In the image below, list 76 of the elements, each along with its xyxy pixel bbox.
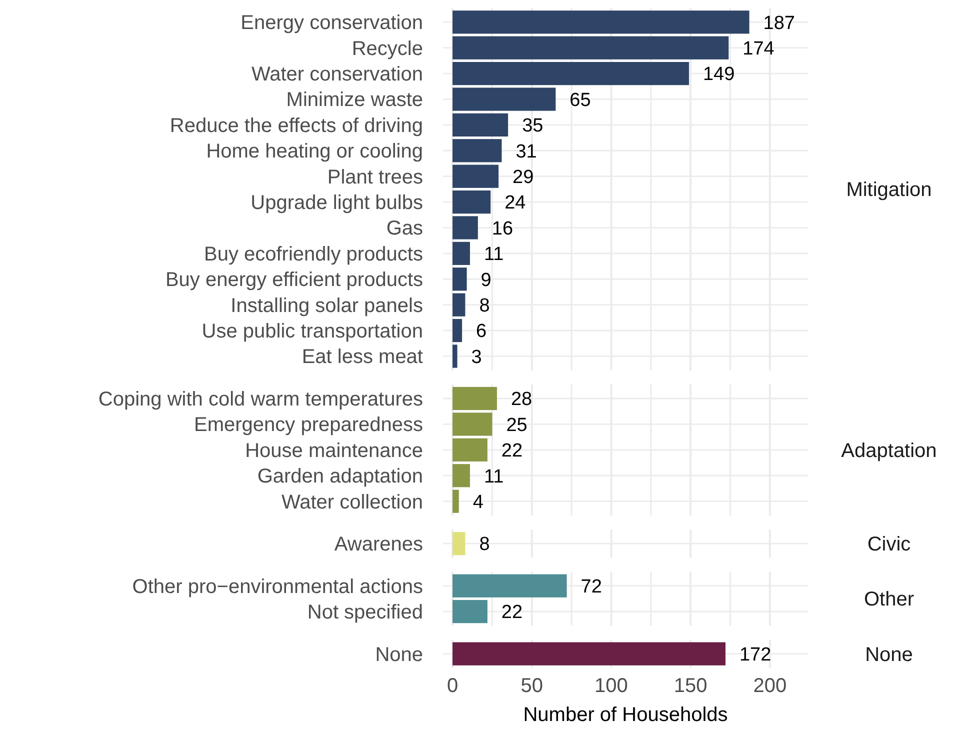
y-tick-label: Awarenes [334,534,423,556]
y-tick-label: Installing solar panels [230,294,423,317]
y-tick-label: Buy energy efficient products [165,269,423,292]
data-label: 11 [484,244,504,266]
y-tick-label: Not specified [307,602,423,624]
bar [452,10,750,34]
bar [452,268,467,291]
y-tick-label: Reduce the effects of driving [170,114,423,137]
text: Civic [867,534,911,556]
bar [452,464,470,488]
y-tick-label: House maintenance [245,440,423,462]
data-label: 72 [580,576,602,598]
data-label: 172 [739,644,772,666]
x-tick-label: 150 [674,674,708,697]
data-label: 25 [506,414,528,436]
y-tick-label: Water conservation [251,64,423,86]
y-tick-label: None [375,644,423,666]
bar [452,190,491,214]
data-label: 35 [522,116,544,137]
y-tick-label: Gas [386,218,423,240]
data-label: 22 [501,440,523,462]
bar [452,113,508,136]
bar [452,412,492,436]
bar [452,490,459,513]
data-label: 149 [702,64,735,86]
y-tick-label: Plant trees [327,166,423,188]
y-tick-label: Eat less meat [302,346,424,368]
data-label: 8 [479,534,490,556]
y-tick-label: Other pro−environmental actions [132,576,423,598]
bar [452,242,470,265]
y-tick-label: Emergency preparedness [194,414,423,436]
y-tick-label: Buy ecofriendly products [204,243,423,266]
data-label: 8 [479,295,490,316]
y-tick-label: Water collection [281,491,423,514]
bar [452,344,458,368]
data-label: 29 [512,166,534,188]
data-label: 4 [472,492,484,513]
y-tick-label: Coping with cold warm temperatures [98,388,423,411]
x-tick-label: 0 [446,674,458,697]
text: Mitigation [846,179,932,202]
data-label: 174 [742,38,775,60]
data-label: 24 [504,192,526,214]
x-tick-label: 100 [594,674,628,697]
data-label: 11 [484,466,504,488]
y-tick-label: Garden adaptation [257,466,423,488]
text: Other [864,588,914,611]
data-label: 9 [480,270,492,291]
data-label: 6 [476,321,487,342]
data-label: 187 [763,12,795,34]
y-tick-label: Use public transportation [202,320,423,343]
y-tick-label: Upgrade light bulbs [250,192,423,214]
bar [452,62,689,86]
y-tick-label: Energy conservation [240,12,423,34]
bar [452,386,497,410]
x-tick-label: 50 [520,674,543,697]
bar [452,36,729,60]
y-tick-label: Home heating or cooling [206,140,423,163]
bar [452,139,502,162]
bar [452,318,462,342]
bar [452,88,556,111]
data-label: 16 [492,218,514,240]
data-label: 3 [471,346,482,368]
text: Adaptation [841,440,937,462]
bar [452,216,478,240]
y-tick-label: Minimize waste [286,89,423,112]
bar [452,293,466,316]
data-label: 31 [516,141,537,162]
text: None [865,644,913,666]
data-label: 22 [501,602,523,624]
data-label: 28 [510,389,532,410]
bar [452,164,499,188]
x-axis-title: Number of Households [523,704,728,726]
data-label: 65 [570,90,591,111]
y-tick-label: Recycle [352,38,423,60]
x-tick-label: 200 [753,674,787,697]
bar [452,438,488,462]
